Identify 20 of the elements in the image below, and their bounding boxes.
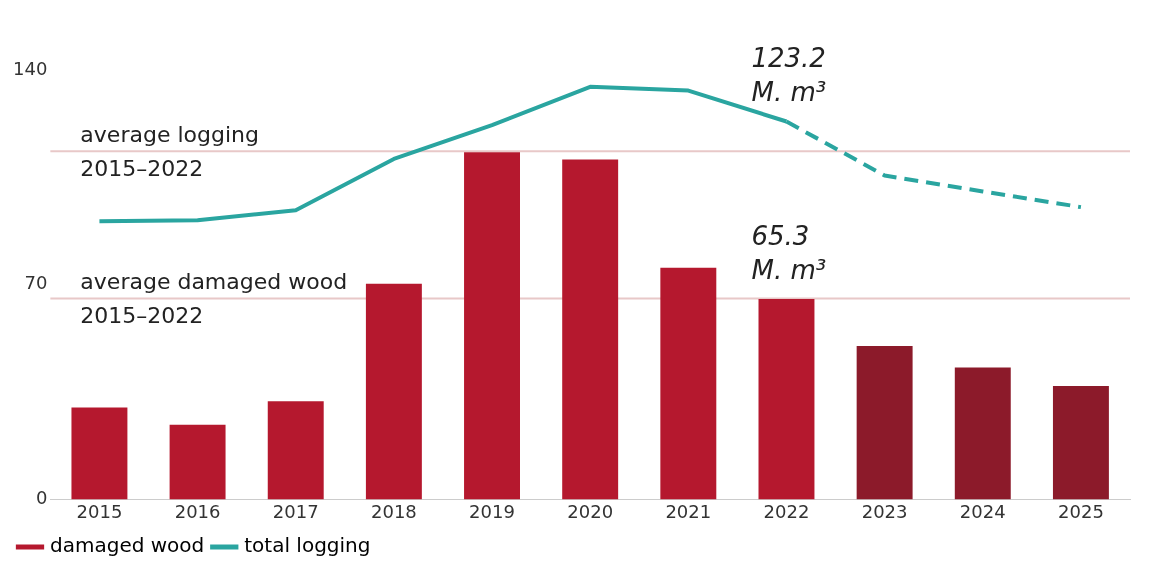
x-tick-label: 2023 <box>861 500 908 522</box>
x-tick-label: 2022 <box>763 500 810 522</box>
x-tick-label: 2024 <box>959 500 1006 522</box>
x-tick-label: 2015 <box>76 500 123 522</box>
legend-label: total logging <box>244 533 371 558</box>
x-tick-label: 2020 <box>567 500 614 522</box>
y-tick-label: 140 <box>13 57 48 79</box>
annotation: 123.2 M. m³ <box>751 43 827 108</box>
annotation: 65.3 M. m³ <box>751 220 827 285</box>
x-tick-label: 2025 <box>1058 500 1104 522</box>
x-tick-label: 2021 <box>665 500 712 522</box>
y-tick-label: 0 <box>35 487 48 509</box>
ref-line-label: average logging 2015–2022 <box>80 122 259 181</box>
legend-label: damaged wood <box>50 533 205 558</box>
x-tick-label: 2018 <box>370 500 417 522</box>
x-tick-label: 2017 <box>272 500 319 522</box>
y-tick-label: 70 <box>24 272 48 294</box>
ref-line-label: average damaged wood 2015–2022 <box>80 269 348 329</box>
x-tick-label: 2019 <box>469 500 515 522</box>
x-tick-label: 2016 <box>174 500 221 522</box>
